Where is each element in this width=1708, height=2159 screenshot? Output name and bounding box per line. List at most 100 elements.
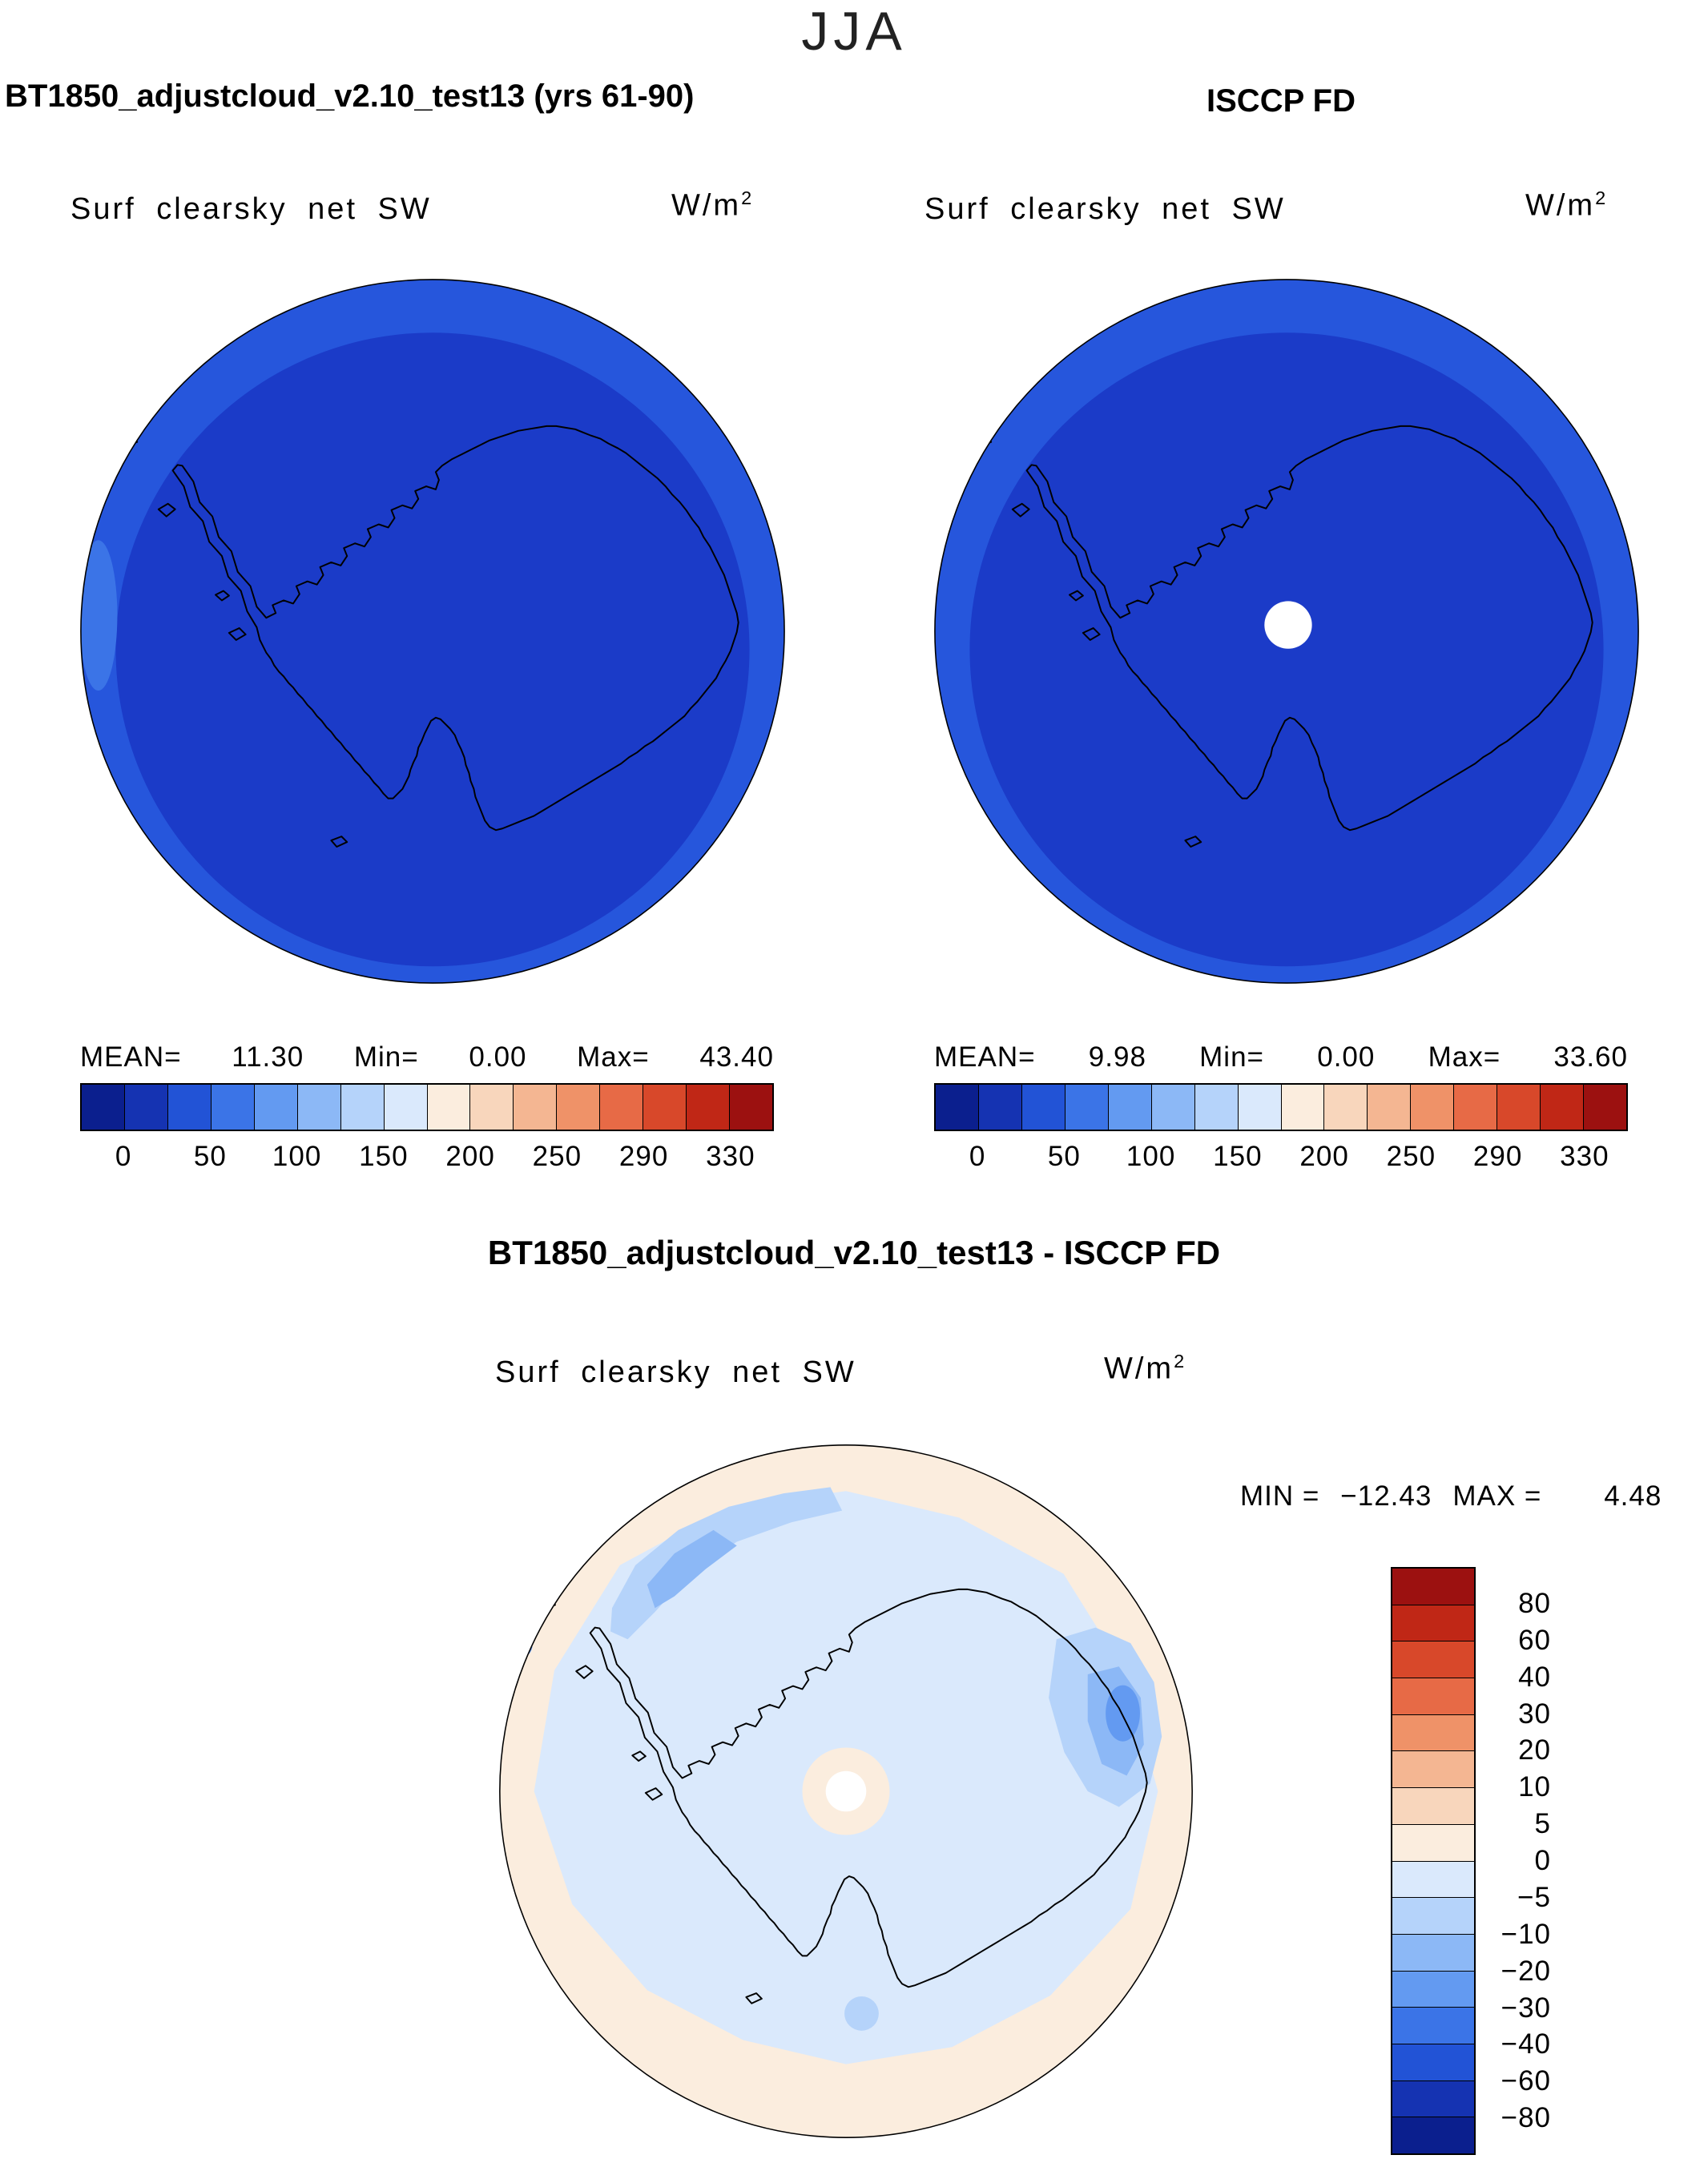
colorbar-segment [1151, 1085, 1195, 1130]
colorbar-segment [1392, 1824, 1474, 1862]
colorbar-segment [1454, 1085, 1498, 1130]
max-label: Max= [1428, 1041, 1501, 1073]
colorbar-tick-label: 50 [1047, 1141, 1081, 1172]
max-value: 43.40 [699, 1041, 774, 1073]
colorbar-tick-label: 150 [1213, 1141, 1263, 1172]
colorbar-tick-label: 60 [1518, 1624, 1551, 1656]
colorbar-segment [978, 1085, 1022, 1130]
colorbar-vertical [1391, 1567, 1476, 2155]
colorbar-tick-label: 40 [1518, 1661, 1551, 1693]
colorbar-tick-label: 200 [1299, 1141, 1349, 1172]
colorbar-tick-label: 50 [193, 1141, 227, 1172]
colorbar-segment [1497, 1085, 1541, 1130]
colorbar-tick-label: 10 [1518, 1771, 1551, 1803]
colorbar-segment [1392, 1605, 1474, 1642]
colorbar-tick-label: 80 [1518, 1587, 1551, 1619]
min-label: Min= [1199, 1041, 1264, 1073]
colorbar-segment [427, 1085, 471, 1130]
colorbar-segment [82, 1085, 125, 1130]
colorbar-tick-label: 330 [1560, 1141, 1609, 1172]
colorbar-tick-label: −80 [1501, 2102, 1551, 2134]
colorbar-tick-label: 150 [359, 1141, 409, 1172]
pole-data-hole [825, 1770, 867, 1812]
colorbar-tick-label: 100 [1126, 1141, 1176, 1172]
colorbar-segment [1021, 1085, 1065, 1130]
diff-panel-title: BT1850_adjustcloud_v2.10_test13 - ISCCP … [487, 1234, 1221, 1271]
map-model [80, 279, 785, 984]
diff-min-value: −12.43 [1340, 1480, 1432, 1512]
colorbar-tick-label: 250 [532, 1141, 582, 1172]
colorbar-tick-label: 290 [618, 1141, 669, 1172]
units-base: W/m [1104, 1351, 1174, 1386]
colorbar-segment [1392, 1641, 1474, 1679]
field-label: Surf clearsky net SW [495, 1355, 856, 1389]
colorbar-segment [167, 1085, 211, 1130]
mean-label: MEAN= [934, 1041, 1036, 1073]
map-interior-fill [969, 332, 1604, 967]
colorbar-segment [1541, 1085, 1585, 1130]
map-obs [934, 279, 1639, 984]
mean-value: 11.30 [232, 1041, 304, 1073]
colorbar-segment [1368, 1085, 1412, 1130]
colorbar-segment [1065, 1085, 1109, 1130]
map-interior-fill [115, 332, 750, 967]
colorbar-segment [1392, 1861, 1474, 1899]
diff-blue-core-upper-left [647, 1529, 737, 1609]
stats-row: MEAN= 9.98 Min= 0.00 Max= 33.60 [934, 1041, 1628, 1073]
colorbar-segment [384, 1085, 428, 1130]
units-exponent: 2 [1174, 1351, 1187, 1372]
colorbar-tick-label: 30 [1518, 1698, 1551, 1730]
colorbar-tick-label: 5 [1534, 1808, 1551, 1840]
diff-blue-spot-bottom [844, 1996, 879, 2031]
stats-row: MEAN= 11.30 Min= 0.00 Max= 43.40 [80, 1041, 774, 1073]
colorbar-segment [1392, 2044, 1474, 2081]
pole-data-hole [1264, 601, 1312, 649]
map-difference [499, 1444, 1193, 2138]
colorbar-segment [1392, 1934, 1474, 1972]
colorbar-vertical-labels: 80 60 40 30 20 10 5 0 −5 −10 −20 −30 −40 −60 −80 [1482, 1567, 1551, 2155]
diff-max-label: MAX = [1452, 1480, 1542, 1512]
colorbar-segment [470, 1085, 514, 1130]
mean-label: MEAN= [80, 1041, 182, 1073]
colorbar-segment [124, 1085, 168, 1130]
season-title: JJA [801, 1, 907, 62]
colorbar-segment [1392, 1751, 1474, 1789]
colorbar-tick-labels: 0 50 100 150 200 250 290 330 [934, 1141, 1628, 1176]
colorbar-segment [1392, 1714, 1474, 1752]
min-value: 0.00 [469, 1041, 527, 1073]
colorbar-tick-label: 330 [706, 1141, 755, 1172]
min-label: Min= [353, 1041, 419, 1073]
colorbar-segment [1392, 2080, 1474, 2118]
map-boundary-circle [934, 279, 1639, 984]
colorbar-segment [1324, 1085, 1368, 1130]
units-exponent: 2 [741, 187, 755, 208]
colorbar-segment [1584, 1085, 1626, 1130]
units-exponent: 2 [1595, 187, 1609, 208]
colorbar-tick-label: 290 [1472, 1141, 1523, 1172]
colorbar-segment [254, 1085, 298, 1130]
colorbar-segment [514, 1085, 558, 1130]
colorbar-tick-label: 0 [1534, 1845, 1551, 1876]
colorbar-segment [557, 1085, 601, 1130]
colorbar-tick-label: −30 [1501, 1992, 1551, 2024]
colorbar-segment [1238, 1085, 1282, 1130]
colorbar-segment [1411, 1085, 1455, 1130]
diff-blue-spot-right [1106, 1685, 1140, 1742]
colorbar-segment [1281, 1085, 1325, 1130]
colorbar-tick-label: −40 [1501, 2028, 1551, 2060]
units-label: W/m2 [671, 187, 754, 224]
colorbar-segment [643, 1085, 687, 1130]
max-value: 33.60 [1553, 1041, 1628, 1073]
colorbar-tick-label: −10 [1501, 1918, 1551, 1950]
colorbar-tick-label: 100 [272, 1141, 322, 1172]
colorbar-horizontal [80, 1083, 774, 1131]
colorbar-segment [600, 1085, 644, 1130]
colorbar-segment [730, 1085, 772, 1130]
colorbar-horizontal [934, 1083, 1628, 1131]
colorbar-segment [1108, 1085, 1152, 1130]
colorbar-segment [1392, 1788, 1474, 1825]
units-base: W/m [1525, 188, 1596, 223]
colorbar-segment [1392, 1971, 1474, 2008]
max-label: Max= [577, 1041, 650, 1073]
colorbar-tick-label: 20 [1518, 1734, 1551, 1766]
